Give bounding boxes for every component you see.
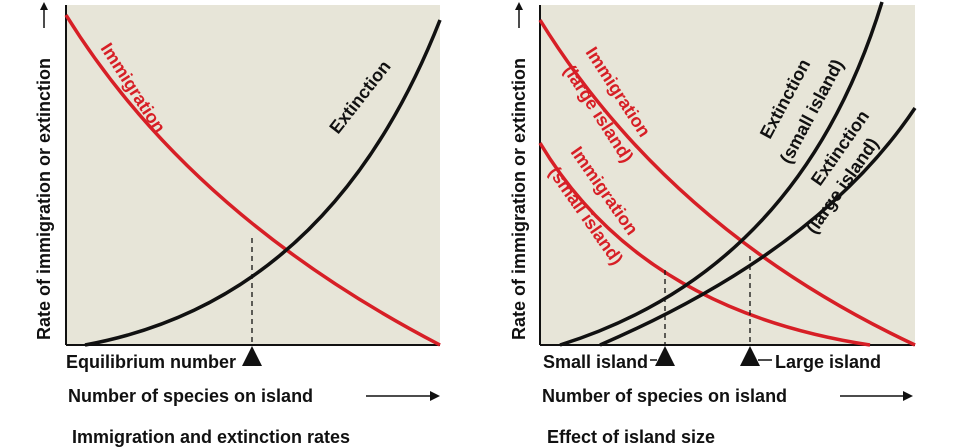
small-island-marker xyxy=(655,346,675,366)
large-island-marker xyxy=(740,346,760,366)
equilibrium-marker xyxy=(242,346,262,366)
plot-area xyxy=(66,5,440,345)
immigration-curve xyxy=(64,14,441,347)
right-panel: Small island Large island Immigration (l… xyxy=(509,1,917,447)
immigration-small-curve xyxy=(538,142,871,347)
caption: Immigration and extinction rates xyxy=(72,427,350,447)
arrow-head xyxy=(515,2,523,10)
plot-area xyxy=(540,5,915,345)
arrow-head xyxy=(903,391,913,401)
x-axis-label: Number of species on island xyxy=(542,386,787,406)
extinction-large-curve xyxy=(599,107,917,347)
y-axis-label: Rate of immigration or extinction xyxy=(509,58,529,340)
left-panel: Equilibrium number Immigration Extinctio… xyxy=(34,2,442,447)
y-axis-label: Rate of immigration or extinction xyxy=(34,58,54,340)
immigration-large-curve xyxy=(538,19,916,347)
marker-label: Equilibrium number xyxy=(66,352,236,372)
extinction-small-curve xyxy=(559,1,884,347)
x-axis-label: Number of species on island xyxy=(68,386,313,406)
arrow-head xyxy=(40,2,48,10)
extinction-curve xyxy=(84,19,442,347)
caption: Effect of island size xyxy=(547,427,715,447)
marker-label: Large island xyxy=(775,352,881,372)
arrow-head xyxy=(430,391,440,401)
marker-label: Small island xyxy=(543,352,648,372)
